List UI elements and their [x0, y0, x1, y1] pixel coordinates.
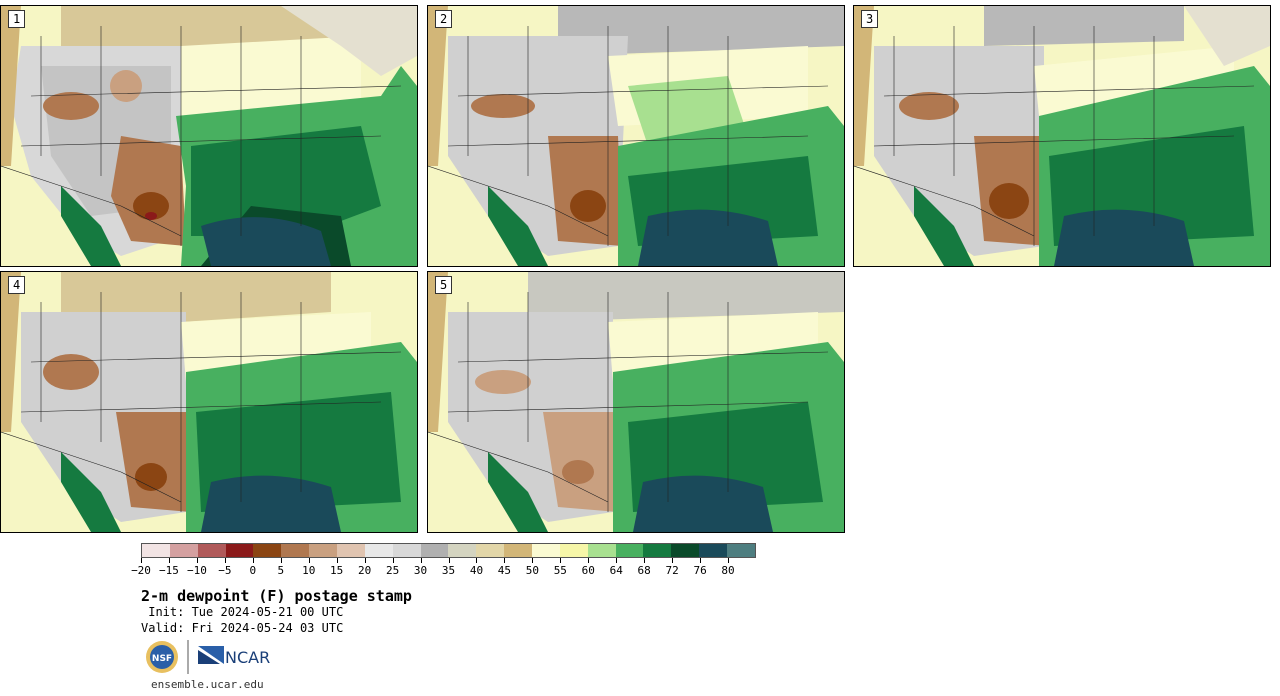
colorbar-swatch — [559, 544, 588, 557]
ncar-text: NCAR — [225, 648, 270, 667]
panel-label: 2 — [435, 10, 453, 28]
colorbar-tick — [252, 558, 254, 563]
colorbar-tick — [392, 558, 394, 563]
map-panel-5: 5 — [427, 271, 845, 533]
dewpoint-map — [1, 272, 417, 532]
colorbar-swatch — [281, 544, 310, 557]
website-url: ensemble.ucar.edu — [151, 678, 264, 691]
colorbar-swatch — [337, 544, 365, 557]
colorbar-tick-label: 5 — [277, 564, 285, 577]
map-panel-2: 2 — [427, 5, 845, 267]
colorbar-swatch — [392, 544, 421, 557]
colorbar — [141, 543, 756, 558]
colorbar-tick — [588, 558, 590, 563]
colorbar-swatch — [142, 544, 170, 557]
colorbar-swatch — [448, 544, 477, 557]
colorbar-ticks: −20 −15 −10 −5 0 5 10 15 20 25 30 35 40 45 50 55 60 64 68 7… — [131, 558, 756, 580]
dewpoint-map — [428, 6, 844, 266]
nsf-text: NSF — [152, 654, 172, 664]
colorbar-tick — [728, 558, 730, 563]
map-panel-4: 4 — [0, 271, 418, 533]
colorbar-tick — [141, 558, 142, 563]
colorbar-tick-label: −20 — [131, 564, 151, 577]
dewpoint-map — [1, 6, 417, 266]
colorbar-tick-label: 10 — [302, 564, 316, 577]
map-panel-3: 3 — [853, 5, 1271, 267]
colorbar-swatch — [253, 544, 282, 557]
logos: NSF NCAR — [146, 640, 270, 674]
init-time: Init: Tue 2024-05-21 00 UTC — [141, 605, 344, 619]
colorbar-tick — [420, 558, 422, 563]
colorbar-tick — [560, 558, 562, 563]
colorbar-tick-label: 80 — [721, 564, 735, 577]
valid-time: Valid: Fri 2024-05-24 03 UTC — [141, 621, 344, 635]
panel-label: 1 — [8, 10, 26, 28]
colorbar-tick — [672, 558, 674, 563]
colorbar-swatch — [587, 544, 616, 557]
colorbar-tick-label: 60 — [581, 564, 595, 577]
map-panel-1: 1 — [0, 5, 418, 267]
colorbar-swatch — [699, 544, 728, 557]
colorbar-tick — [448, 558, 450, 563]
colorbar-tick-label: 20 — [358, 564, 372, 577]
colorbar-swatch — [197, 544, 226, 557]
colorbar-swatch — [643, 544, 672, 557]
colorbar-swatch — [727, 544, 755, 557]
colorbar-tick-label: 55 — [553, 564, 567, 577]
nsf-logo-icon: NSF — [146, 641, 178, 673]
colorbar-swatch — [671, 544, 700, 557]
colorbar-tick-label: 0 — [249, 564, 257, 577]
colorbar-tick — [476, 558, 478, 563]
colorbar-tick-label: 15 — [330, 564, 344, 577]
dewpoint-map — [854, 6, 1270, 266]
colorbar-tick-label: 64 — [609, 564, 623, 577]
colorbar-tick — [364, 558, 366, 563]
colorbar-swatch — [504, 544, 533, 557]
colorbar-tick — [644, 558, 646, 563]
colorbar-swatch — [476, 544, 505, 557]
colorbar-tick-label: −15 — [159, 564, 179, 577]
colorbar-tick — [504, 558, 506, 563]
colorbar-tick-label: 45 — [497, 564, 512, 577]
colorbar-tick-label: 76 — [693, 564, 707, 577]
plot-title: 2-m dewpoint (F) postage stamp — [141, 587, 412, 605]
colorbar-tick — [168, 558, 170, 563]
colorbar-tick-label: 68 — [637, 564, 651, 577]
colorbar-tick — [700, 558, 702, 563]
colorbar-swatch — [615, 544, 644, 557]
colorbar-swatch — [420, 544, 449, 557]
colorbar-tick — [336, 558, 338, 563]
colorbar-tick — [616, 558, 618, 563]
colorbar-tick-label: 40 — [469, 564, 484, 577]
colorbar-tick-label: 50 — [525, 564, 539, 577]
colorbar-tick-label: 72 — [665, 564, 679, 577]
dewpoint-map — [428, 272, 844, 532]
colorbar-tick-label: −10 — [186, 564, 207, 577]
colorbar-swatch — [309, 544, 338, 557]
colorbar-tick-label: 30 — [413, 564, 428, 577]
colorbar-tick — [196, 558, 198, 563]
colorbar-tick-label: 35 — [441, 564, 456, 577]
colorbar-swatch — [532, 544, 560, 557]
panel-label: 3 — [861, 10, 879, 28]
colorbar-swatch — [169, 544, 198, 557]
colorbar-tick-label: 25 — [385, 564, 400, 577]
forecast-times: Init: Tue 2024-05-21 00 UTC Valid: Fri 2… — [141, 604, 343, 636]
panel-label: 4 — [8, 276, 26, 294]
ncar-logo-icon: NCAR — [198, 646, 270, 667]
colorbar-swatch — [225, 544, 254, 557]
colorbar-tick — [224, 558, 226, 563]
colorbar-tick — [308, 558, 310, 563]
colorbar-tick — [532, 558, 534, 563]
panel-label: 5 — [435, 276, 453, 294]
colorbar-tick-label: −5 — [218, 564, 232, 577]
colorbar-swatch — [364, 544, 393, 557]
colorbar-tick — [280, 558, 282, 563]
